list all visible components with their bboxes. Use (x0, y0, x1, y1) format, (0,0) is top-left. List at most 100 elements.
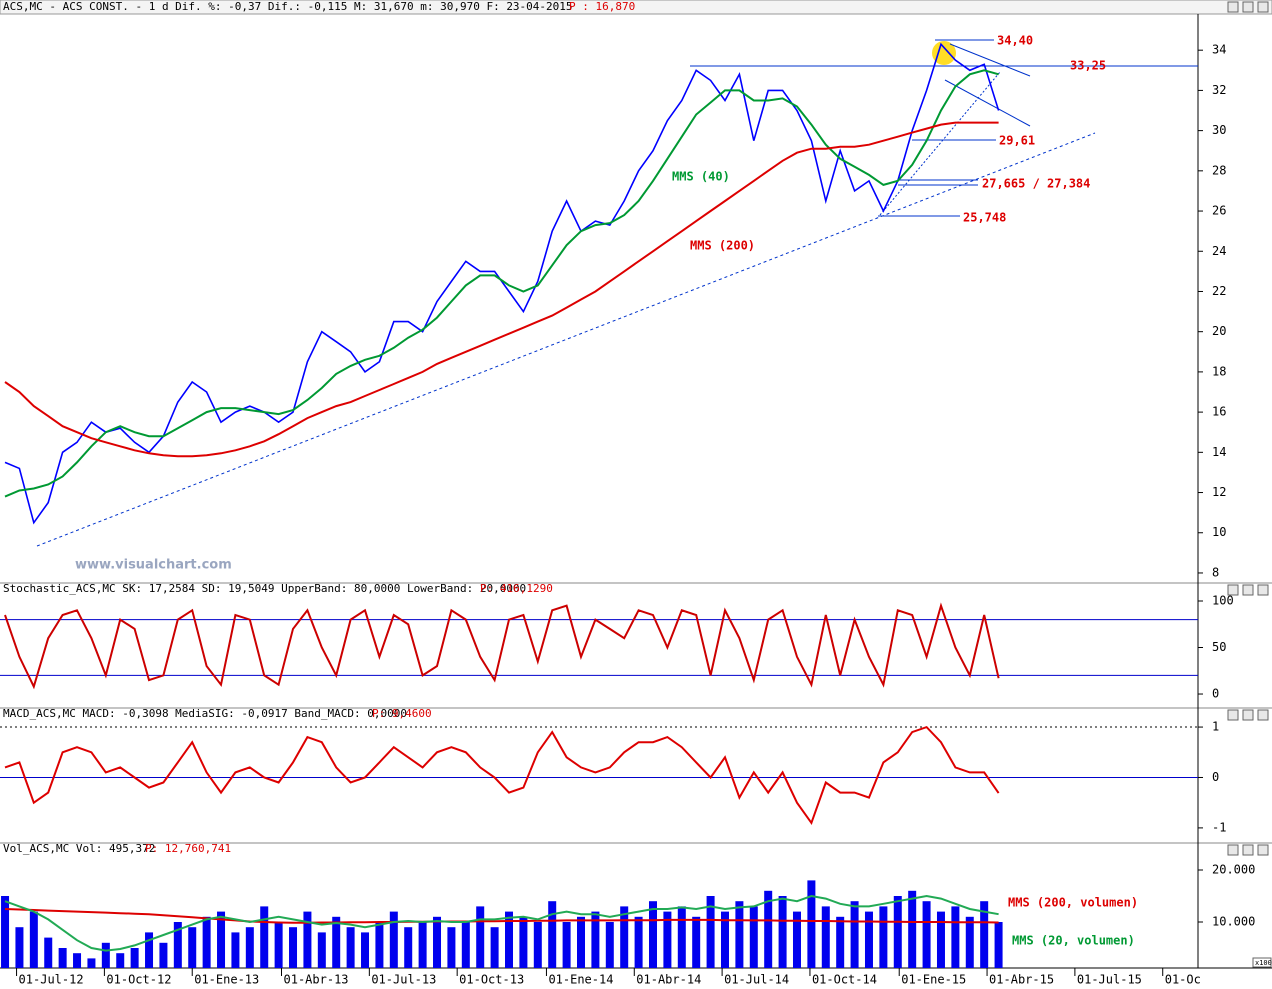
y-tick-label: 10.000 (1212, 915, 1255, 929)
volume-bar (980, 901, 989, 968)
y-tick-label: 0 (1212, 687, 1219, 701)
volume-bar (850, 901, 859, 968)
volume-bar (217, 911, 226, 968)
volume-bar (620, 906, 629, 968)
volume-bar (792, 911, 801, 968)
volume-bar (101, 942, 110, 968)
button[interactable] (1227, 584, 1239, 596)
y-tick-label: 100 (1212, 594, 1234, 608)
volume-bar (936, 911, 945, 968)
price-label: P: 9,4600 (372, 707, 432, 720)
volume-bar (231, 932, 240, 968)
button[interactable] (1242, 709, 1254, 721)
annotation: MMS (40) (672, 170, 730, 184)
x-tick-label: 01-Oc (1165, 973, 1201, 987)
volume-bar (130, 948, 139, 968)
series-line (4, 894, 999, 952)
x-tick-label: 01-Jul-13 (371, 973, 436, 987)
volume-bar (202, 916, 211, 968)
volume-bar (879, 906, 888, 968)
x-tick-label: 01-Ene-14 (548, 973, 613, 987)
annotation: 33,25 (1070, 59, 1106, 73)
volume-bar (490, 927, 499, 968)
button[interactable] (1257, 584, 1269, 596)
price-label: P: 12,760,741 (145, 842, 231, 855)
x-tick-label: 01-Jul-12 (19, 973, 84, 987)
x-tick-label: 01-Ene-13 (194, 973, 259, 987)
button[interactable] (1257, 1, 1269, 13)
x-tick-label: 01-Abr-15 (989, 973, 1054, 987)
volume-bar (533, 922, 542, 968)
button[interactable] (1227, 844, 1239, 856)
volume-bar (1, 896, 10, 968)
y-tick-label: 50 (1212, 640, 1226, 654)
button[interactable] (1257, 709, 1269, 721)
y-tick-label: 12 (1212, 485, 1226, 499)
chart-title: ACS,MC - ACS CONST. - 1 d Dif. %: -0,37 … (3, 0, 573, 13)
y-tick-label: -1 (1212, 820, 1226, 834)
x-tick-label: 01-Oct-14 (812, 973, 877, 987)
volume-bar (418, 922, 427, 968)
header-bar (0, 0, 1272, 15)
volume-bar (303, 911, 312, 968)
y-tick-label: 34 (1212, 43, 1226, 57)
annotation: 34,40 (997, 34, 1033, 48)
volume-bar (361, 932, 370, 968)
volume-bar (433, 916, 442, 968)
button[interactable] (1227, 1, 1239, 13)
annotation: MMS (20, volumen) (1012, 934, 1135, 948)
button[interactable] (1242, 1, 1254, 13)
volume-bar (389, 911, 398, 968)
scale-tag: x100 (1255, 959, 1272, 967)
price-label: P : 16,870 (569, 0, 635, 13)
volume-bar (634, 916, 643, 968)
button[interactable] (1227, 709, 1239, 721)
annotation: 27,665 / 27,384 (982, 177, 1090, 191)
annotation: 25,748 (963, 211, 1006, 225)
volume-bar (58, 948, 67, 968)
window-buttons (1227, 1, 1269, 856)
volume-bar (663, 911, 672, 968)
y-tick-label: 10 (1212, 525, 1226, 539)
y-tick-label: 16 (1212, 405, 1226, 419)
y-tick-label: 18 (1212, 364, 1226, 378)
x-tick-label: 01-Abr-14 (636, 973, 701, 987)
volume-bar (577, 916, 586, 968)
volume-bar (289, 927, 298, 968)
annotation: MMS (200, volumen) (1008, 896, 1138, 910)
y-tick-label: 0 (1212, 770, 1219, 784)
y-tick-label: 24 (1212, 244, 1226, 258)
volume-bar (562, 922, 571, 968)
volume-bar (505, 911, 514, 968)
y-tick-label: 28 (1212, 163, 1226, 177)
series-line (4, 725, 1000, 826)
panel-title: Vol_ACS,MC Vol: 495,372 (3, 842, 155, 855)
y-tick-label: 32 (1212, 83, 1226, 97)
volume-bar (73, 953, 82, 968)
volume-bar (749, 906, 758, 968)
y-tick-label: 30 (1212, 123, 1226, 137)
x-tick-label: 01-Oct-12 (106, 973, 171, 987)
volume-bar (44, 937, 53, 968)
volume-bar (548, 901, 557, 968)
x-tick-label: 01-Abr-13 (284, 973, 349, 987)
annotation: 29,61 (999, 134, 1035, 148)
volume-bar (893, 896, 902, 968)
volume-bar (188, 927, 197, 968)
volume-bar (922, 901, 931, 968)
volume-bar (605, 922, 614, 968)
button[interactable] (1242, 844, 1254, 856)
y-tick-label: 8 (1212, 565, 1219, 579)
button[interactable] (1257, 844, 1269, 856)
button[interactable] (1242, 584, 1254, 596)
annotation-lines (36, 39, 1198, 547)
x-tick-label: 01-Jul-14 (724, 973, 789, 987)
y-tick-label: 1 (1212, 720, 1219, 734)
volume-bar (951, 906, 960, 968)
trend-line (879, 71, 1001, 216)
volume-bar (519, 916, 528, 968)
volume-bar (706, 896, 715, 968)
volume-bar (346, 927, 355, 968)
